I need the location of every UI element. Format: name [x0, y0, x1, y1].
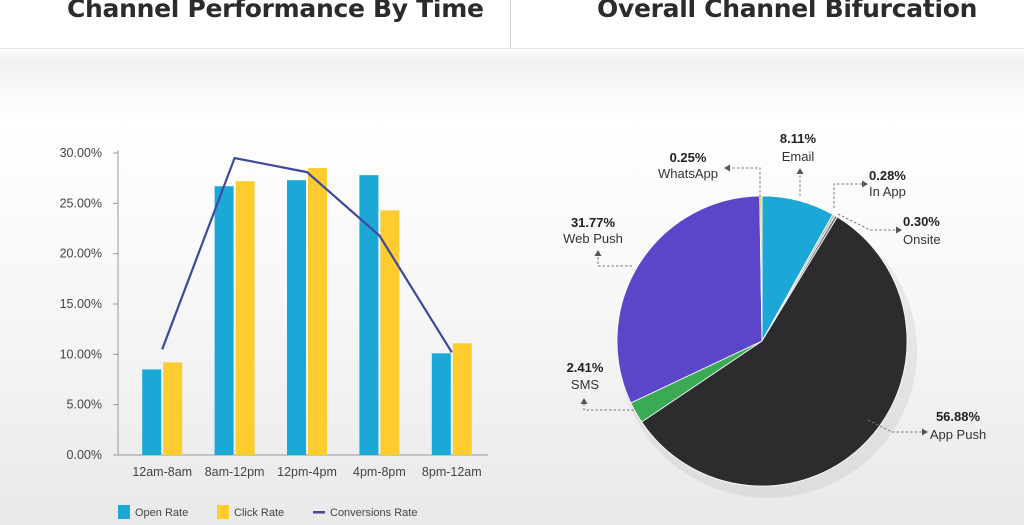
y-tick-label: 0.00%: [67, 448, 102, 462]
callout-arrow: [580, 398, 588, 404]
y-tick-label: 15.00%: [60, 297, 102, 311]
left-chart-title: Channel Performance By Time: [67, 0, 484, 23]
slice-value-label: 0.28%: [869, 168, 906, 183]
bar-open-rate: [287, 180, 306, 455]
callout-arrow: [594, 250, 602, 256]
x-tick-label: 8am-12pm: [205, 465, 265, 479]
slice-name-label: Onsite: [903, 232, 941, 247]
callout-line: [583, 404, 634, 411]
slice-name-label: Email: [782, 149, 815, 164]
callout-line: [867, 419, 922, 433]
x-tick-label: 12pm-4pm: [277, 465, 337, 479]
slice-name-label: SMS: [571, 377, 600, 392]
slice-value-label: 31.77%: [571, 215, 616, 230]
legend-label: Conversions Rate: [330, 507, 417, 519]
legend-swatch: [313, 511, 325, 514]
slice-value-label: 8.11%: [780, 131, 817, 146]
slice-value-label: 2.41%: [567, 360, 604, 375]
y-tick-label: 30.00%: [60, 146, 102, 160]
slice-value-label: 0.30%: [903, 214, 940, 229]
bar-click-rate: [235, 181, 255, 456]
callout-arrow: [896, 226, 902, 234]
slice-name-label: In App: [869, 184, 906, 199]
channel-performance-bar-chart: 0.00% 5.00% 10.00% 15.00% 20.00% 25.00% 30.00%…: [60, 146, 488, 519]
slice-value-label: 56.88%: [936, 409, 981, 424]
slice-value-label: 0.25%: [670, 150, 707, 165]
y-tick-label: 25.00%: [60, 196, 102, 210]
pie-slice-app-push: [641, 216, 908, 487]
bar-open-rate: [214, 186, 234, 455]
legend-label: Click Rate: [234, 507, 284, 519]
callout-arrow: [796, 168, 804, 174]
legend-swatch: [118, 505, 130, 519]
callout-line: [597, 256, 632, 267]
callout-line: [730, 167, 761, 197]
bar-open-rate: [359, 175, 379, 455]
bar-click-rate: [452, 343, 472, 455]
bar-open-rate: [431, 353, 451, 455]
line-conversions-rate: [161, 156, 453, 353]
callout-arrow: [922, 428, 928, 436]
y-tick-label: 5.00%: [67, 398, 102, 412]
legend-label: Open Rate: [135, 507, 188, 519]
header-divider: [510, 0, 511, 48]
header-bar: Channel Performance By Time Overall Chan…: [0, 0, 1024, 49]
bar-click-rate: [163, 362, 183, 455]
pie-slice-web-push: [616, 195, 763, 404]
bar-open-rate: [142, 369, 162, 455]
callout-line: [833, 183, 862, 208]
slice-name-label: WhatsApp: [658, 166, 718, 181]
right-chart-title: Overall Channel Bifurcation: [597, 0, 978, 23]
x-tick-label: 8pm-12am: [422, 465, 482, 479]
slice-name-label: Web Push: [563, 231, 623, 246]
legend-swatch: [217, 505, 229, 519]
bar-click-rate: [380, 210, 400, 455]
slice-name-label: App Push: [930, 427, 986, 442]
callout-arrow: [724, 164, 730, 172]
x-tick-label: 4pm-8pm: [353, 465, 406, 479]
x-tick-label: 12am-8am: [132, 465, 192, 479]
y-tick-label: 10.00%: [60, 347, 102, 361]
bar-click-rate: [308, 168, 327, 455]
callout-arrow: [862, 180, 868, 188]
y-tick-label: 20.00%: [60, 247, 102, 261]
